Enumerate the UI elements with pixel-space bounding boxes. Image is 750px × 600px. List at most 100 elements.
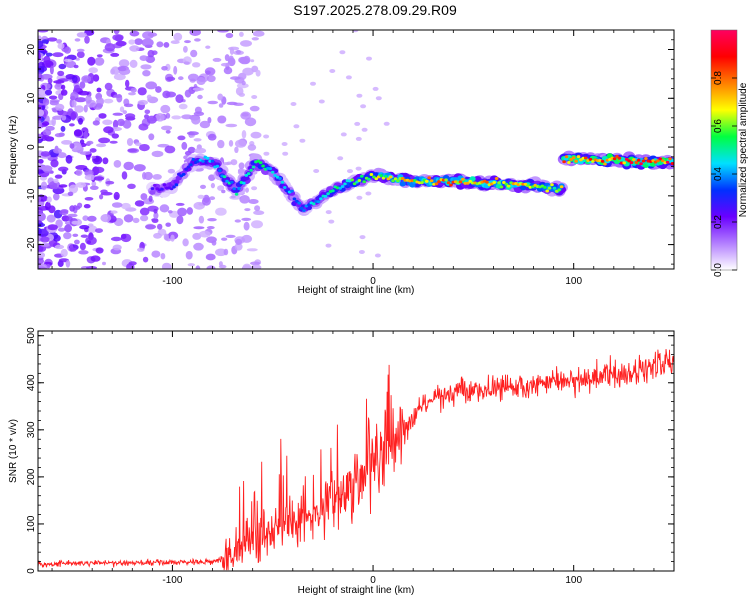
ridge-cell	[557, 188, 561, 192]
ridge-cell	[160, 187, 164, 191]
noise-blob	[88, 67, 98, 74]
noise-blob	[91, 181, 97, 187]
noise-blob	[71, 220, 80, 225]
ridge-cell	[485, 180, 489, 184]
noise-blob	[175, 202, 185, 206]
noise-blob	[210, 182, 215, 189]
ridge-cell	[360, 174, 364, 178]
noise-blob	[340, 132, 347, 137]
noise-blob	[177, 207, 188, 217]
noise-blob	[38, 90, 45, 95]
noise-blob	[38, 159, 44, 164]
noise-blob	[70, 111, 77, 121]
noise-blob	[345, 75, 352, 80]
noise-blob	[80, 143, 87, 147]
ridge-cell	[636, 158, 641, 162]
noise-blob	[38, 251, 45, 259]
noise-blob	[293, 124, 300, 129]
noise-blob	[248, 199, 259, 204]
noise-blob	[201, 197, 211, 206]
noise-blob	[60, 89, 68, 96]
ridge-cell	[617, 156, 622, 160]
noise-blob	[113, 94, 122, 98]
noise-blob	[93, 176, 105, 181]
ridge-cell	[634, 161, 639, 164]
noise-blob	[190, 49, 198, 58]
ridge-cell	[427, 176, 432, 180]
noise-blob	[153, 211, 159, 220]
noise-blob	[132, 217, 140, 224]
noise-blob	[167, 168, 176, 174]
noise-blob	[337, 156, 344, 161]
noise-blob	[102, 119, 113, 126]
noise-blob	[82, 215, 89, 221]
noise-blob	[161, 262, 172, 269]
ridge-cell	[225, 179, 229, 183]
ridge-cell	[391, 179, 395, 183]
noise-blob	[170, 40, 180, 44]
noise-blob	[163, 42, 170, 48]
ridge-cell	[278, 177, 282, 180]
noise-blob	[139, 55, 149, 61]
noise-blob	[63, 232, 72, 240]
ridge-cell	[172, 185, 176, 189]
noise-blob	[152, 174, 162, 180]
noise-blob	[40, 181, 48, 191]
noise-blob	[139, 144, 150, 152]
noise-blob	[142, 70, 151, 77]
ridge-cell	[222, 175, 227, 179]
noise-blob	[356, 93, 363, 98]
noise-blob	[242, 67, 254, 76]
noise-blob	[145, 81, 157, 90]
noise-blob	[74, 239, 80, 245]
ridge-cell	[564, 155, 569, 159]
ridge-cell	[367, 177, 371, 181]
noise-blob	[360, 104, 367, 109]
noise-blob	[127, 148, 138, 153]
ridge-cell	[237, 187, 241, 190]
ridge-cell	[665, 160, 670, 164]
noise-blob	[205, 45, 211, 49]
noise-blob	[72, 233, 79, 237]
noise-blob	[114, 35, 124, 42]
y-tick-label: 200	[26, 468, 37, 485]
noise-blob	[129, 30, 140, 37]
noise-blob	[200, 184, 206, 189]
noise-blob	[140, 214, 149, 222]
noise-blob	[193, 201, 205, 210]
noise-blob	[186, 131, 199, 136]
ridge-cell	[569, 157, 574, 161]
ridge-cell	[258, 161, 263, 165]
noise-blob	[134, 38, 143, 45]
noise-blob	[166, 76, 176, 82]
ridge-cell	[215, 164, 220, 168]
noise-blob	[151, 150, 164, 158]
noise-blob	[63, 58, 73, 63]
noise-blob	[118, 59, 130, 68]
ridge-cell	[297, 201, 302, 205]
noise-blob	[156, 41, 164, 48]
noise-blob	[148, 133, 155, 141]
ridge-cell	[388, 175, 393, 179]
noise-blob	[194, 38, 201, 42]
noise-blob	[195, 265, 201, 269]
noise-blob	[100, 214, 112, 223]
ridge-cell	[169, 187, 174, 191]
ridge-cell	[184, 167, 188, 171]
noise-blob	[241, 234, 253, 243]
y-tick-label: 300	[26, 421, 37, 438]
noise-blob	[47, 224, 58, 231]
noise-blob	[123, 103, 134, 108]
noise-blob	[361, 127, 368, 132]
noise-blob	[241, 130, 247, 139]
noise-blob	[49, 100, 59, 106]
noise-blob	[113, 73, 126, 81]
ridge-cell	[273, 174, 277, 177]
ridge-cell	[174, 183, 179, 187]
y-tick-label: 20	[26, 44, 37, 56]
noise-blob	[67, 213, 78, 218]
noise-blob	[199, 120, 211, 129]
noise-blob	[74, 105, 84, 113]
noise-blob	[84, 174, 96, 181]
